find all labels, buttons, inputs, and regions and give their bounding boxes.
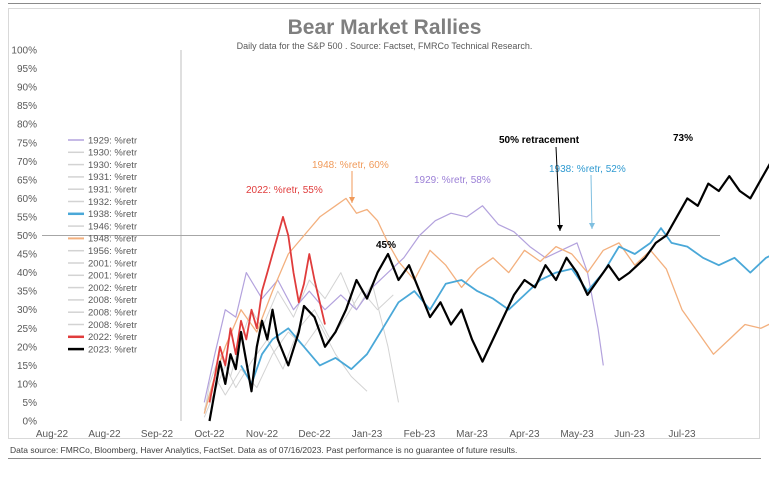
- series-line-2023: [208, 163, 769, 422]
- y-tick-label: 75%: [17, 138, 37, 149]
- legend-label: 1938: %retr: [88, 209, 137, 220]
- y-axis: 0% 5% 10% 15% 20% 25% 30% 35% 40% 45% 50% 55% 60% 65%…: [11, 46, 37, 428]
- bottom-rule: [8, 458, 761, 459]
- legend-label: 1929: %retr: [88, 135, 137, 146]
- annotations: 1948: %retr, 60% 1929: %retr, 58% 1938: %r…: [246, 133, 693, 251]
- y-tick-label: 30%: [17, 305, 37, 316]
- legend-label: 1932: %retr: [88, 197, 137, 208]
- legend-label: 2022: %retr: [88, 332, 137, 343]
- legend-label: 1948: %retr: [88, 234, 137, 245]
- annotation-label: 1948: %retr, 60%: [312, 160, 389, 171]
- x-tick-label: Dec-22: [298, 429, 331, 440]
- x-tick-label: Sep-22: [141, 429, 174, 440]
- x-tick-label: Aug-22: [36, 429, 69, 440]
- y-tick-label: 60%: [17, 194, 37, 205]
- legend-label: 2008: %retr: [88, 308, 137, 319]
- x-tick-label: Jan-23: [352, 429, 383, 440]
- y-tick-label: 95%: [17, 64, 37, 75]
- annotation-label: 50% retracement: [499, 135, 580, 146]
- annotation-label: 1929: %retr, 58%: [414, 175, 491, 186]
- series-line-1948: [203, 197, 769, 414]
- annotation-label: 1938: %retr, 52%: [549, 164, 626, 175]
- y-tick-label: 50%: [17, 231, 37, 242]
- y-tick-label: 65%: [17, 175, 37, 186]
- legend-label: 1930: %retr: [88, 148, 137, 159]
- series-line-1929: [203, 205, 604, 403]
- annotation-label: 45%: [376, 240, 396, 251]
- x-tick-label: Aug-22: [88, 429, 121, 440]
- annotation-arrowhead: [557, 225, 563, 231]
- annotation-arrowhead: [589, 223, 595, 229]
- series-line-gray-histories-2: [203, 290, 394, 418]
- series-line-2022: [208, 215, 326, 403]
- y-tick-label: 85%: [17, 101, 37, 112]
- legend-label: 1931: %retr: [88, 185, 137, 196]
- y-tick-label: 35%: [17, 287, 37, 298]
- legend-label: 2008: %retr: [88, 295, 137, 306]
- legend-label: 2023: %retr: [88, 344, 137, 355]
- y-tick-label: 80%: [17, 120, 37, 131]
- x-tick-label: Jun-23: [614, 429, 645, 440]
- legend-label: 2001: %retr: [88, 258, 137, 269]
- legend-label: 2002: %retr: [88, 283, 137, 294]
- legend-label: 2008: %retr: [88, 320, 137, 331]
- x-tick-label: May-23: [560, 429, 594, 440]
- x-tick-label: Oct-22: [194, 429, 224, 440]
- y-tick-label: 25%: [17, 324, 37, 335]
- x-tick-label: Feb-23: [404, 429, 436, 440]
- annotation-arrow: [555, 146, 561, 232]
- annotation-label: 2022: %retr, 55%: [246, 185, 323, 196]
- series-lines: [42, 50, 769, 422]
- x-tick-label: Jul-23: [668, 429, 696, 440]
- annotation-arrowhead: [349, 197, 355, 203]
- y-tick-label: 45%: [17, 250, 37, 261]
- y-tick-label: 40%: [17, 268, 37, 279]
- y-tick-label: 10%: [17, 379, 37, 390]
- y-tick-label: 20%: [17, 342, 37, 353]
- legend-label: 1956: %retr: [88, 246, 137, 257]
- y-tick-label: 5%: [23, 398, 38, 409]
- top-rule: [8, 3, 761, 4]
- y-tick-label: 70%: [17, 157, 37, 168]
- chart-title: Bear Market Rallies: [287, 16, 482, 39]
- y-tick-label: 15%: [17, 361, 37, 372]
- y-tick-label: 0%: [23, 417, 38, 428]
- y-tick-label: 90%: [17, 83, 37, 94]
- x-tick-label: Mar-23: [456, 429, 488, 440]
- y-tick-label: 100%: [11, 46, 37, 57]
- x-tick-label: Apr-23: [509, 429, 539, 440]
- y-tick-label: 55%: [17, 212, 37, 223]
- legend-label: 1931: %retr: [88, 172, 137, 183]
- plot-border: [8, 8, 760, 439]
- annotation-arrow: [590, 174, 593, 230]
- annotation-label: 73%: [673, 133, 693, 144]
- chart-subtitle: Daily data for the S&P 500 . Source: Fac…: [236, 41, 533, 51]
- x-tick-label: Nov-22: [246, 429, 279, 440]
- legend-label: 1946: %retr: [88, 221, 137, 232]
- footer-note: Data source: FMRCo, Bloomberg, Haver Ana…: [10, 445, 518, 455]
- x-axis: Aug-22 Aug-22 Sep-22 Oct-22 Nov-22 Dec-22 Jan-…: [36, 429, 696, 440]
- legend-label: 2001: %retr: [88, 271, 137, 282]
- legend-label: 1930: %retr: [88, 160, 137, 171]
- series-line-1938: [240, 227, 769, 385]
